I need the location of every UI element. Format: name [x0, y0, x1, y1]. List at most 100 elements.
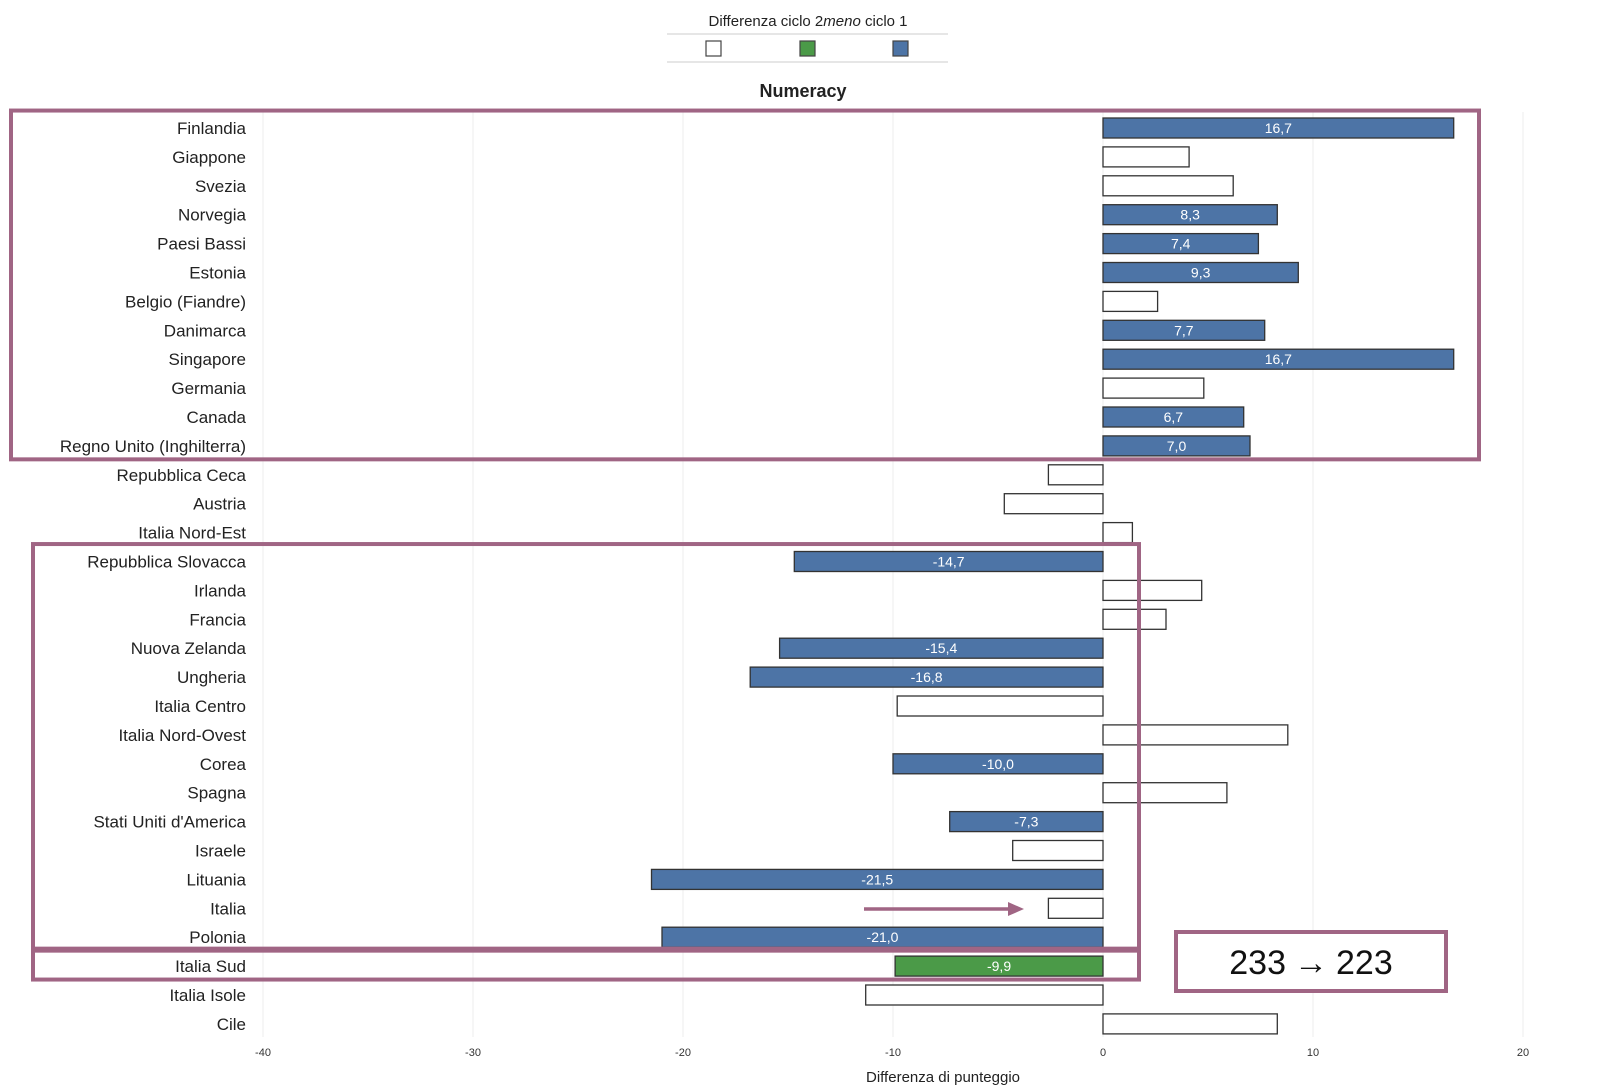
bar — [749, 666, 1104, 688]
bar — [793, 550, 1104, 573]
category-label: Estonia — [189, 264, 246, 283]
bar — [1102, 435, 1251, 457]
bar-data-label: 16,7 — [1265, 120, 1292, 136]
bar-data-label: 8,3 — [1180, 207, 1200, 223]
bar — [1102, 117, 1455, 139]
score-change-annotation: 233 → 223 — [1174, 930, 1448, 993]
bar — [1102, 377, 1205, 399]
category-label: Regno Unito (Inghilterra) — [60, 437, 246, 456]
category-label: Polonia — [189, 928, 246, 947]
legend-swatch-green — [799, 40, 816, 57]
category-label: Nuova Zelanda — [131, 639, 247, 658]
bar — [1102, 1013, 1278, 1035]
bar — [1102, 608, 1167, 630]
bar — [1047, 897, 1104, 919]
category-labels: Finlandia Giappone Svezia Norvegia Paesi Bas… — [60, 119, 247, 1034]
x-tick-label: -10 — [885, 1047, 901, 1059]
bar — [1047, 464, 1104, 486]
bar-data-label: -7,3 — [1014, 814, 1038, 830]
x-tick-label: -40 — [255, 1047, 271, 1059]
bar — [1102, 232, 1260, 255]
bar — [896, 695, 1104, 717]
category-label: Stati Uniti d'America — [93, 813, 246, 832]
bar — [892, 753, 1104, 775]
bar-data-label: 16,7 — [1265, 351, 1292, 367]
category-label: Finlandia — [177, 119, 247, 138]
bar-data-label: -16,8 — [911, 669, 943, 685]
x-tick-label: 0 — [1100, 1047, 1106, 1059]
category-label: Lituania — [186, 870, 246, 889]
category-label: Singapore — [168, 350, 246, 369]
category-label: Austria — [193, 495, 246, 514]
bar-data-label: -14,7 — [933, 554, 965, 570]
annotation-text: 233 → 223 — [1229, 944, 1392, 982]
legend-swatch-white — [705, 40, 722, 57]
category-label: Repubblica Ceca — [117, 466, 247, 485]
bar — [1102, 204, 1278, 226]
category-label: Italia — [210, 899, 246, 918]
category-label: Italia Nord-Ovest — [118, 726, 246, 745]
bar — [1102, 724, 1289, 746]
bar — [1102, 348, 1455, 370]
bar-data-label: -10,0 — [982, 756, 1014, 772]
category-label: Paesi Bassi — [157, 235, 246, 254]
bar-data-label: 9,3 — [1191, 265, 1211, 281]
category-label: Ungheria — [177, 668, 247, 687]
legend-swatch-blue — [892, 40, 909, 57]
x-axis-ticks: -40 -30 -20 -10 0 10 20 — [255, 1047, 1529, 1059]
bar-data-label: -15,4 — [925, 640, 957, 656]
bar — [1102, 290, 1159, 313]
x-tick-label: 20 — [1517, 1047, 1529, 1059]
category-label: Svezia — [195, 177, 247, 196]
bar-data-label: 7,4 — [1171, 236, 1191, 252]
bar-data-label: 7,7 — [1174, 322, 1194, 338]
category-label: Francia — [189, 610, 246, 629]
category-label: Norvegia — [178, 206, 247, 225]
x-tick-label: -30 — [465, 1047, 481, 1059]
bar-data-label: -21,5 — [861, 871, 893, 887]
bar — [1102, 406, 1245, 428]
category-label: Repubblica Slovacca — [87, 553, 246, 572]
bar — [778, 637, 1104, 659]
category-label: Danimarca — [164, 321, 247, 340]
chart-title: Numeracy — [759, 81, 846, 101]
highlight-boxes — [9, 108, 1481, 982]
bar-data-label: -21,0 — [867, 929, 899, 945]
category-label: Italia Nord-Est — [138, 524, 246, 543]
bar — [894, 955, 1104, 977]
bar-data-label: 6,7 — [1164, 409, 1184, 425]
category-label: Belgio (Fiandre) — [125, 292, 246, 311]
bar — [1102, 261, 1299, 284]
bar-data-label: 7,0 — [1167, 438, 1187, 454]
category-label: Corea — [200, 755, 247, 774]
bar — [1102, 319, 1266, 341]
bar — [865, 984, 1104, 1006]
category-label: Spagna — [187, 784, 246, 803]
bar — [1102, 521, 1134, 544]
category-label: Germania — [171, 379, 246, 398]
bar — [1012, 839, 1104, 862]
highlight-box — [31, 946, 1141, 982]
bar-data-label: -9,9 — [987, 958, 1011, 974]
category-label: Italia Sud — [175, 957, 246, 976]
gridlines — [262, 112, 1524, 1037]
bar — [1102, 579, 1203, 602]
bar — [949, 810, 1104, 833]
bar-data-labels: 16,7 8,3 7,49,3 7,7 16,7 6,7 7,0 -14,7 -15,4 -16,… — [861, 120, 1292, 974]
category-label: Cile — [217, 1015, 246, 1034]
bar — [650, 868, 1104, 891]
x-tick-label: -20 — [675, 1047, 691, 1059]
category-label: Italia Isole — [169, 986, 246, 1005]
bar — [1003, 493, 1104, 515]
category-label: Giappone — [172, 148, 246, 167]
highlight-box — [9, 108, 1481, 462]
legend: Differenza ciclo 2meno ciclo 1 — [667, 13, 948, 63]
annotation-box — [1174, 930, 1448, 993]
bar — [1102, 175, 1234, 197]
category-label: Italia Centro — [154, 697, 246, 716]
bar — [1102, 782, 1228, 804]
category-label: Irlanda — [194, 581, 247, 600]
bar — [1102, 146, 1190, 168]
category-label: Canada — [186, 408, 246, 427]
